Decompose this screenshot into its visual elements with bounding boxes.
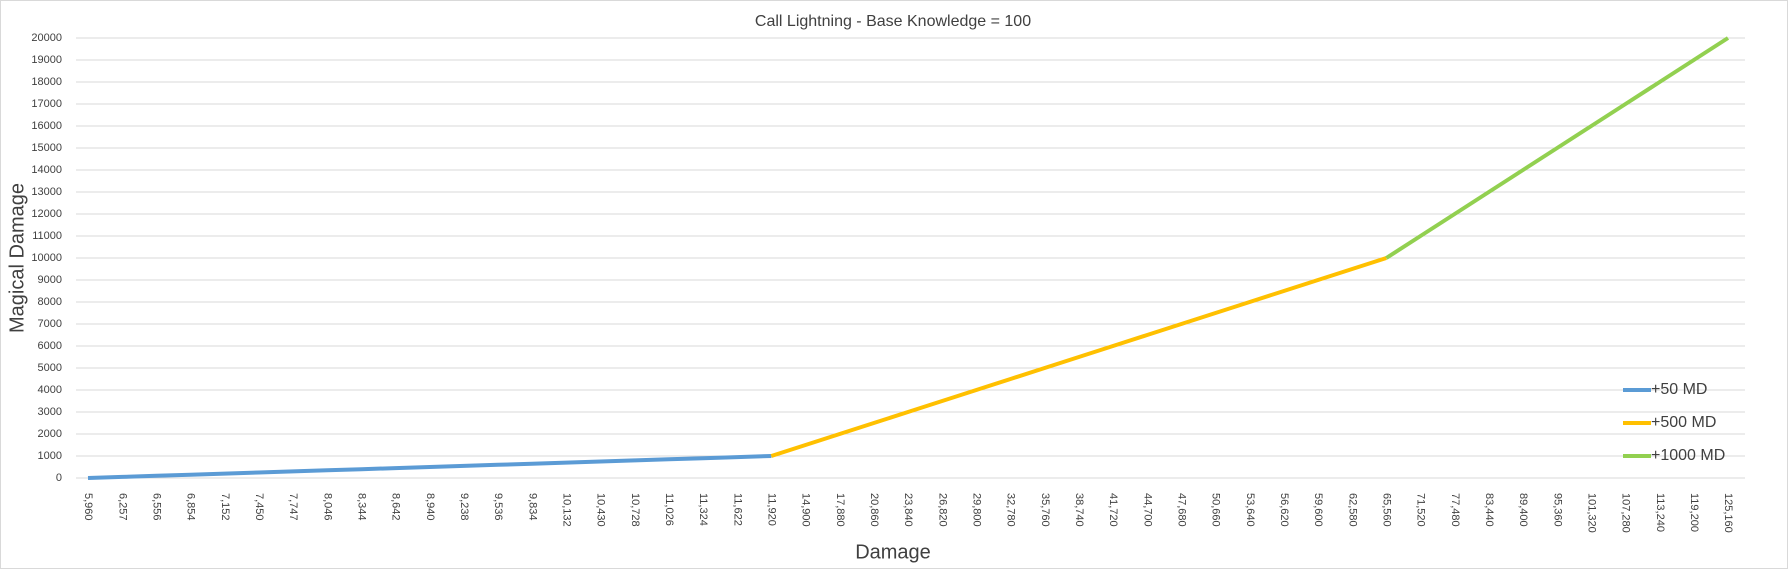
x-tick-label: 8,642 — [390, 493, 402, 521]
x-tick-label: 44,700 — [1141, 493, 1153, 527]
series-line — [770, 256, 1387, 458]
y-axis-label: Magical Damage — [6, 183, 28, 333]
x-tick-label: 41,720 — [1107, 493, 1119, 527]
x-tick-label: 11,324 — [697, 493, 709, 526]
x-tick-label: 5,960 — [82, 493, 94, 521]
y-tick-label: 18000 — [31, 76, 62, 88]
x-tick-label: 50,660 — [1210, 493, 1222, 527]
legend-label: +500 MD — [1651, 414, 1716, 431]
legend-label: +50 MD — [1651, 381, 1707, 398]
x-tick-label: 9,536 — [492, 493, 504, 521]
x-tick-label: 9,834 — [526, 493, 538, 521]
x-tick-label: 119,200 — [1688, 493, 1700, 532]
x-tick-label: 7,450 — [253, 493, 265, 521]
y-tick-label: 0 — [56, 472, 62, 484]
x-tick-label: 53,640 — [1244, 493, 1256, 527]
x-tick-label: 47,680 — [1175, 493, 1187, 527]
x-tick-label: 113,240 — [1654, 493, 1666, 532]
y-tick-label: 9000 — [38, 274, 62, 286]
y-tick-label: 8000 — [38, 296, 62, 308]
x-tick-label: 89,400 — [1517, 493, 1529, 527]
x-tick-label: 17,880 — [834, 493, 846, 527]
x-tick-label: 6,556 — [150, 493, 162, 521]
series-line — [87, 454, 772, 480]
x-tick-label: 8,046 — [321, 493, 333, 521]
x-axis-label: Damage — [855, 541, 931, 563]
y-tick-label: 16000 — [31, 120, 62, 132]
x-tick-label: 11,026 — [663, 493, 675, 526]
y-tick-label: 4000 — [38, 384, 62, 396]
x-tick-label: 83,440 — [1483, 493, 1495, 527]
x-tick-label: 8,940 — [424, 493, 436, 521]
y-tick-label: 2000 — [38, 428, 62, 440]
x-tick-label: 10,430 — [595, 493, 607, 527]
x-tick-label: 7,747 — [287, 493, 299, 521]
x-tick-label: 62,580 — [1346, 493, 1358, 527]
y-tick-label: 10000 — [31, 252, 62, 264]
y-tick-label: 17000 — [31, 98, 62, 110]
x-tick-label: 38,740 — [1073, 493, 1085, 527]
x-tick-label: 107,280 — [1620, 493, 1632, 533]
x-tick-label: 14,900 — [800, 493, 812, 527]
y-tick-label: 14000 — [31, 164, 62, 176]
y-tick-label: 1000 — [38, 450, 62, 462]
x-tick-label: 7,152 — [219, 493, 231, 521]
y-tick-label: 13000 — [31, 186, 62, 198]
x-tick-label: 35,760 — [1039, 493, 1051, 527]
y-tick-label: 15000 — [31, 142, 62, 154]
y-tick-label: 11000 — [32, 230, 62, 242]
x-tick-label: 9,238 — [458, 493, 470, 521]
x-tick-label: 95,360 — [1551, 493, 1563, 527]
x-tick-label: 71,520 — [1415, 493, 1427, 527]
legend-label: +1000 MD — [1651, 447, 1725, 464]
x-tick-label: 11,622 — [731, 493, 743, 526]
y-tick-label: 6000 — [38, 340, 62, 352]
x-tick-label: 56,620 — [1278, 493, 1290, 527]
x-tick-label: 8,344 — [355, 493, 367, 521]
x-tick-label: 77,480 — [1449, 493, 1461, 527]
x-tick-label: 10,728 — [629, 493, 641, 527]
x-tick-label: 6,854 — [185, 493, 197, 521]
x-tick-label: 26,820 — [936, 493, 948, 527]
series-line — [1385, 36, 1730, 260]
x-tick-label: 59,600 — [1312, 493, 1324, 527]
y-tick-label: 19000 — [31, 54, 62, 66]
chart-title: Call Lightning - Base Knowledge = 100 — [755, 13, 1031, 30]
x-tick-label: 29,800 — [970, 493, 982, 527]
x-tick-label: 10,132 — [560, 493, 572, 527]
x-tick-label: 101,320 — [1585, 493, 1597, 533]
x-tick-label: 125,160 — [1722, 493, 1734, 533]
x-tick-label: 32,780 — [1005, 493, 1017, 527]
y-tick-label: 7000 — [38, 318, 62, 330]
y-tick-label: 12000 — [31, 208, 62, 220]
x-tick-label: 65,560 — [1380, 493, 1392, 527]
y-tick-label: 5000 — [38, 362, 62, 374]
x-tick-label: 6,257 — [116, 493, 128, 521]
x-tick-label: 11,920 — [765, 493, 777, 526]
y-tick-label: 20000 — [31, 32, 62, 44]
x-tick-label: 23,840 — [902, 493, 914, 527]
y-tick-label: 3000 — [38, 406, 62, 418]
x-tick-label: 20,860 — [868, 493, 880, 527]
